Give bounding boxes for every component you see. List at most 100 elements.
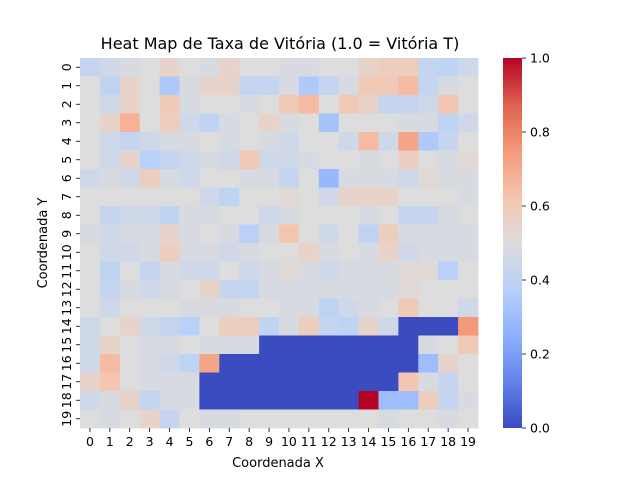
heatmap-cell xyxy=(458,187,479,207)
heatmap-cell xyxy=(279,169,300,188)
heatmap-cell xyxy=(358,187,379,207)
heatmap-cell xyxy=(398,298,419,318)
heatmap-cell xyxy=(398,76,419,96)
heatmap-cell xyxy=(199,113,220,133)
heatmap-cell xyxy=(279,224,300,244)
heatmap-cell xyxy=(199,187,220,207)
heatmap-cell xyxy=(398,409,419,429)
heatmap-cell xyxy=(159,409,180,429)
heatmap-cell xyxy=(159,113,180,133)
heatmap-cell xyxy=(239,206,260,225)
heatmap-cell xyxy=(338,317,359,336)
y-tick-label: 9 xyxy=(59,230,74,238)
heatmap-cell xyxy=(119,280,141,299)
heatmap-cell xyxy=(259,243,280,262)
heatmap-cell xyxy=(458,132,479,151)
colorbar xyxy=(503,58,522,428)
heatmap-cell xyxy=(279,280,300,299)
heatmap-cell xyxy=(279,354,300,373)
y-tick-label: 4 xyxy=(59,137,74,145)
heatmap-cell xyxy=(179,261,200,281)
heatmap-cell xyxy=(199,150,220,170)
heatmap-cell xyxy=(438,335,459,355)
heatmap-cell xyxy=(259,317,280,336)
heatmap-cell xyxy=(199,372,220,392)
heatmap-cell xyxy=(219,150,240,170)
heatmap-cell xyxy=(259,354,280,373)
heatmap-cell xyxy=(119,58,141,77)
heatmap-cell xyxy=(199,132,220,151)
chart-title: Heat Map de Taxa de Vitória (1.0 = Vitór… xyxy=(101,34,460,53)
heatmap-cell xyxy=(458,409,479,429)
heatmap-cell xyxy=(80,113,101,133)
heatmap-cell xyxy=(358,243,379,262)
heatmap-cell xyxy=(318,224,340,244)
heatmap-cell xyxy=(239,187,260,207)
heatmap-cell xyxy=(338,354,359,373)
heatmap-cell xyxy=(159,317,180,336)
heatmap-cell xyxy=(199,58,220,77)
x-tick-label: 11 xyxy=(301,434,317,449)
heatmap-cell xyxy=(179,354,200,373)
heatmap-cell xyxy=(99,150,121,170)
heatmap-cell xyxy=(378,391,399,410)
heatmap-cell xyxy=(378,280,399,299)
heatmap-cell xyxy=(338,206,359,225)
heatmap-cell xyxy=(259,335,280,355)
heatmap-cell xyxy=(418,187,439,207)
heatmap-cell xyxy=(358,298,379,318)
heatmap-cell xyxy=(139,150,160,170)
heatmap-cell xyxy=(99,298,121,318)
heatmap-cell xyxy=(298,298,320,318)
colorbar-tick-label: 0.8 xyxy=(530,125,550,140)
heatmap-cell xyxy=(378,113,399,133)
heatmap-cell xyxy=(338,76,359,96)
heatmap-cell xyxy=(279,409,300,429)
heatmap-cell xyxy=(119,206,141,225)
colorbar-tick-label: 0.2 xyxy=(530,347,550,362)
heatmap-cell xyxy=(159,354,180,373)
heatmap-cell xyxy=(438,317,459,336)
heatmap-cell xyxy=(318,113,340,133)
heatmap-cell xyxy=(418,261,439,281)
heatmap-cell xyxy=(259,206,280,225)
heatmap-cell xyxy=(119,335,141,355)
heatmap-cell xyxy=(139,243,160,262)
heatmap-cell xyxy=(358,76,379,96)
y-tick-label: 3 xyxy=(59,119,74,127)
heatmap-cell xyxy=(378,76,399,96)
heatmap-cell xyxy=(378,169,399,188)
heatmap-cell xyxy=(219,58,240,77)
x-tick-label: 2 xyxy=(126,434,134,449)
heatmap-cell xyxy=(139,169,160,188)
heatmap-cell xyxy=(239,391,260,410)
heatmap-cell xyxy=(99,372,121,392)
heatmap-cell xyxy=(259,261,280,281)
heatmap-cell xyxy=(318,132,340,151)
heatmap-cell xyxy=(438,372,459,392)
heatmap-cell xyxy=(179,169,200,188)
heatmap-cell xyxy=(99,409,121,429)
heatmap-cell xyxy=(80,261,101,281)
heatmap-cell xyxy=(80,206,101,225)
x-tick-label: 7 xyxy=(225,434,233,449)
heatmap-cell xyxy=(458,150,479,170)
heatmap-cell xyxy=(279,132,300,151)
heatmap-cell xyxy=(438,187,459,207)
heatmap-cell xyxy=(159,224,180,244)
heatmap-cell xyxy=(139,391,160,410)
heatmap-cell xyxy=(358,132,379,151)
colorbar-tick-label: 0.4 xyxy=(530,273,550,288)
heatmap-cell xyxy=(458,206,479,225)
x-tick-label: 9 xyxy=(265,434,273,449)
x-tick-label: 6 xyxy=(205,434,213,449)
heatmap-cell xyxy=(199,280,220,299)
heatmap-cell xyxy=(119,150,141,170)
heatmap-cell xyxy=(338,243,359,262)
heatmap-cell xyxy=(99,169,121,188)
heatmap-cell xyxy=(80,317,101,336)
heatmap-cell xyxy=(458,391,479,410)
x-tick-label: 17 xyxy=(420,434,436,449)
heatmap-cell xyxy=(298,224,320,244)
heatmap-cell xyxy=(139,372,160,392)
